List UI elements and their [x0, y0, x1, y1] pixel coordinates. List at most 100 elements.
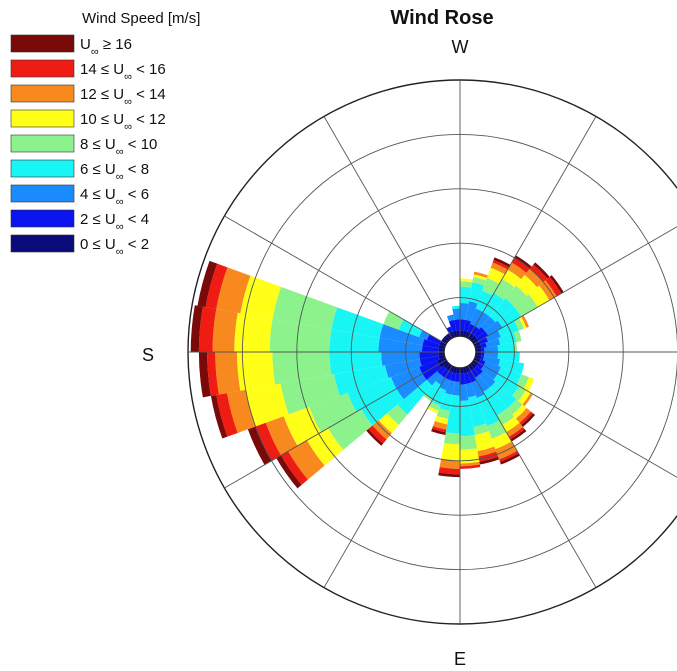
grid-spoke-150: [224, 359, 447, 489]
sector-265-bin-6-8: [451, 305, 460, 310]
sector-185-bin-4-6: [378, 337, 423, 352]
sector-145-bin-12-14: [288, 440, 325, 480]
sector-335-bin-4-6: [485, 330, 501, 342]
sector-305-bin-14-16: [511, 257, 530, 273]
sector-125-bin-6-8: [425, 381, 441, 400]
sector-305-bin-6-8: [483, 293, 504, 317]
sector-265-bin-0-2: [456, 330, 460, 336]
sector-155-bin->=16: [247, 426, 272, 465]
sector-325-bin-8-10: [514, 294, 538, 317]
sector-5-bin-2-4: [481, 352, 485, 357]
sector-155-bin-12-14: [265, 416, 298, 456]
sector-245-bin-0-2: [449, 331, 455, 338]
sector-165-bin-12-14: [226, 389, 256, 433]
sector-135-bin-4-6: [426, 371, 441, 386]
sector-355-bin-2-4: [481, 347, 485, 352]
sector-25-bin-0-2: [474, 357, 481, 363]
sector-205-bin-4-6: [419, 330, 430, 340]
sector-185-bin->=16: [190, 305, 203, 352]
grid-spoke-60: [467, 365, 597, 588]
sector-105-bin-14-16: [432, 426, 447, 433]
sector-165-bin-2-4: [419, 355, 440, 366]
sector-355-bin-4-6: [484, 345, 499, 352]
sector-175-bin-0-2: [438, 352, 444, 356]
sector-325-bin-6-8: [497, 306, 522, 328]
sector-105-bin-10-12: [434, 415, 449, 425]
sector-95-bin-4-6: [452, 381, 460, 396]
sector-95-bin-2-4: [454, 373, 460, 382]
legend-swatch-1: [10, 59, 75, 78]
grid-spoke-120: [323, 365, 453, 588]
center-hole: [443, 335, 477, 369]
sector-115-bin-0-2: [449, 366, 455, 373]
sector-115-bin-8-10: [428, 401, 441, 411]
sector-295-bin->=16: [493, 257, 511, 268]
sector-305-bin-4-6: [474, 311, 490, 330]
sector-105-bin-12-14: [433, 421, 448, 430]
sector-75-bin-6-8: [468, 395, 487, 427]
sector-105-bin-4-6: [445, 380, 455, 395]
sector-165-bin-0-2: [438, 354, 445, 360]
sector-205-bin-6-8: [398, 319, 423, 338]
sector-25-bin-4-6: [483, 361, 501, 374]
sector-305-bin-2-4: [470, 326, 480, 336]
legend-label-8: 0 ≤ U∞ < 2: [80, 236, 149, 258]
sector-55-bin-8-10: [496, 408, 515, 426]
sector-185-bin-0-2: [438, 348, 444, 352]
sector-165-bin-8-10: [280, 374, 340, 415]
sector-285-bin-2-4: [463, 319, 472, 332]
legend-swatch-2: [10, 84, 75, 103]
sector-105-bin-8-10: [436, 408, 450, 419]
sector-85-bin-14-16: [460, 464, 481, 469]
sector-15-bin-6-8: [498, 359, 525, 375]
sector-135-bin->=16: [366, 428, 384, 446]
sector-85-bin-8-10: [460, 435, 477, 450]
sector-275-bin-2-4: [460, 319, 466, 331]
sector-55-bin-10-12: [502, 416, 520, 433]
sector-295-bin-14-16: [492, 259, 509, 270]
sector-95-bin-10-12: [441, 443, 460, 461]
legend-label-1: 14 ≤ U∞ < 16: [80, 61, 166, 83]
grid-spoke-240: [323, 116, 453, 339]
sector-345-bin-4-6: [485, 338, 501, 348]
sector-295-bin-2-4: [467, 323, 475, 334]
sector-135-bin-6-8: [397, 379, 433, 415]
sector-45-bin->=16: [521, 413, 536, 428]
sector-195-bin-14-16: [205, 263, 228, 310]
sector-155-bin-0-2: [437, 357, 446, 365]
compass-label-bottom: E: [454, 649, 466, 669]
sector-35-bin-4-6: [480, 365, 498, 380]
sector-185-bin-2-4: [421, 345, 439, 352]
sector-75-bin-4-6: [465, 382, 476, 398]
sector-15-bin-0-2: [475, 354, 482, 360]
sector-195-bin-0-2: [438, 344, 445, 350]
sector-295-bin-12-14: [490, 262, 508, 275]
sector-65-bin-14-16: [499, 450, 519, 462]
legend-label-2: 12 ≤ U∞ < 14: [80, 86, 166, 108]
sector-25-bin-6-8: [497, 366, 522, 385]
sector-45-bin-6-8: [489, 381, 517, 409]
sector-285-bin-6-8: [468, 282, 485, 304]
sector-175-bin-10-12: [236, 352, 276, 391]
legend-swatch-0: [10, 34, 75, 53]
sector-165-bin-4-6: [385, 359, 422, 379]
sector-325-bin-4-6: [485, 320, 503, 336]
sector-175-bin-4-6: [381, 352, 420, 366]
sector-335-bin-6-8: [497, 320, 519, 338]
legend-label-0: U∞ ≥ 16: [80, 36, 132, 58]
sector-75-bin-0-2: [462, 367, 468, 374]
sector-315-bin->=16: [533, 262, 550, 279]
sector-325-bin-2-4: [476, 331, 489, 342]
sector-305-bin->=16: [514, 255, 532, 269]
sector-285-bin-0-2: [462, 330, 468, 337]
sector-345-bin-2-4: [480, 342, 487, 349]
sector-165-bin-14-16: [216, 393, 238, 437]
sector-65-bin-4-6: [471, 380, 485, 399]
sector-5-bin-0-2: [476, 352, 482, 356]
compass-label-top: W: [452, 37, 469, 57]
sector-135-bin-0-2: [443, 362, 450, 369]
legend-swatch-4: [10, 134, 75, 153]
sector-25-bin-8-10: [516, 374, 530, 389]
sector-35-bin-8-10: [512, 386, 526, 401]
sector-115-bin-10-12: [427, 406, 439, 414]
